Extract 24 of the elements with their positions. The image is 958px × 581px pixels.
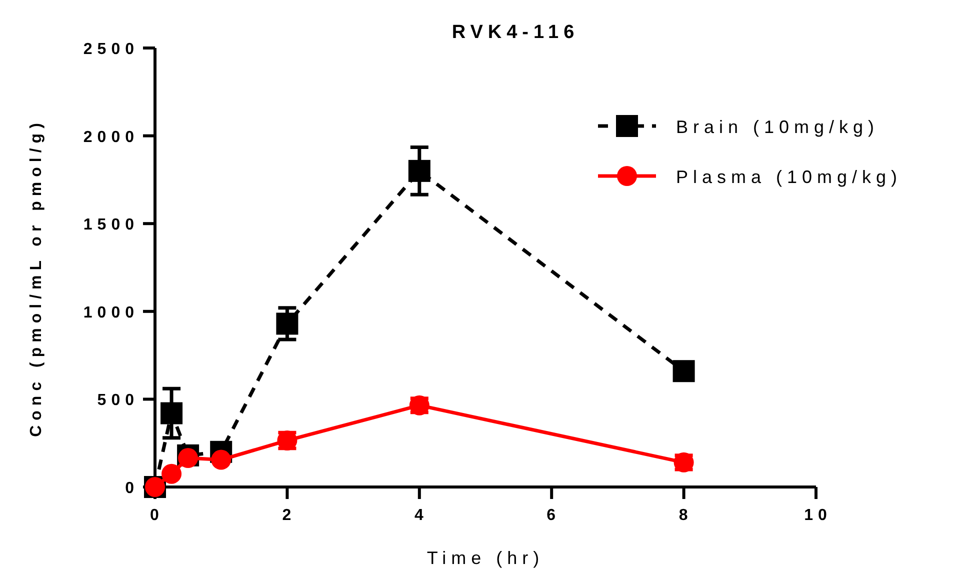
point <box>160 402 183 424</box>
point <box>672 360 695 382</box>
x-tick-label: 6 <box>546 507 561 524</box>
y-tick-label: 2000 <box>83 128 139 146</box>
y-tick-label: 1000 <box>83 304 139 322</box>
point <box>276 312 298 335</box>
point <box>162 464 182 484</box>
point <box>211 450 232 470</box>
legend-label: Brain (10mg/kg) <box>676 117 880 137</box>
x-tick-label: 0 <box>150 507 164 524</box>
point <box>178 448 198 468</box>
y-tick-label: 2500 <box>83 41 139 58</box>
x-tick-label: 2 <box>282 507 296 524</box>
y-axis-title: Conc (pmol/mL or pmol/g) <box>28 118 45 437</box>
x-tick-label: 4 <box>414 507 428 524</box>
x-axis-title: Time (hr) <box>426 548 544 568</box>
x-tick-label: 8 <box>678 507 693 524</box>
y-tick-label: 1500 <box>83 216 139 234</box>
y-tick-label: 500 <box>97 392 139 410</box>
chart-title: RVK4-116 <box>452 22 580 43</box>
x-tick-label: 10 <box>804 507 832 524</box>
legend-label: Plasma (10mg/kg) <box>676 167 902 187</box>
y-tick-label: 0 <box>125 480 139 497</box>
point <box>408 160 430 182</box>
